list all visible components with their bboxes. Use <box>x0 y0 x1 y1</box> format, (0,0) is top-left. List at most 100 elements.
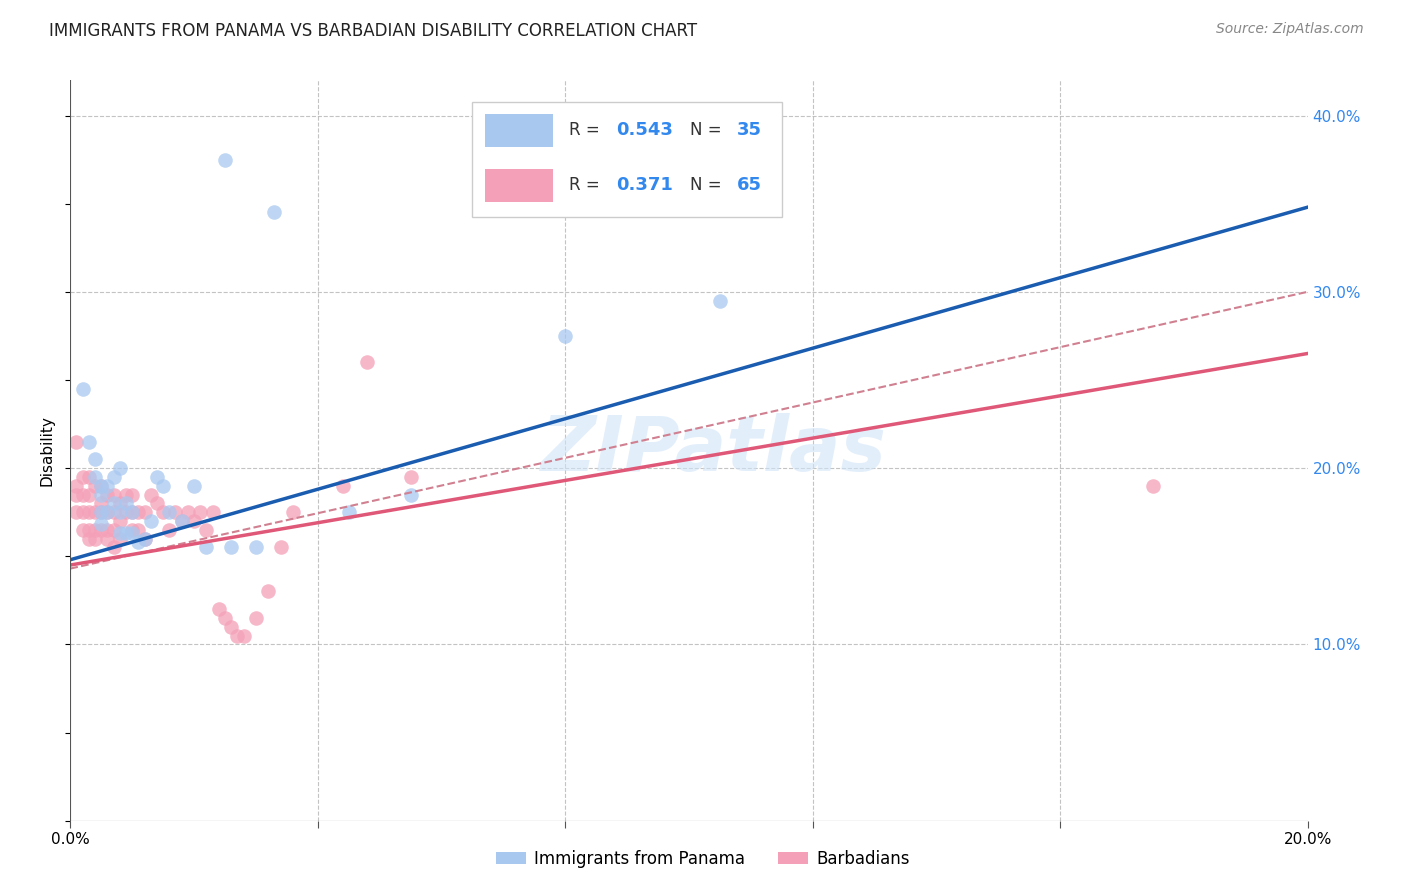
Point <box>96 487 118 501</box>
FancyBboxPatch shape <box>472 103 782 218</box>
Text: N =: N = <box>690 177 727 194</box>
Point <box>77 470 100 484</box>
Point <box>139 487 162 501</box>
Point <box>214 611 236 625</box>
FancyBboxPatch shape <box>485 113 553 147</box>
Point <box>214 153 236 167</box>
Point <box>96 505 118 519</box>
Point <box>72 382 94 396</box>
Point <box>399 470 422 484</box>
Text: 0.371: 0.371 <box>616 177 673 194</box>
Point <box>134 505 156 519</box>
Point <box>263 205 285 219</box>
Point <box>170 514 193 528</box>
Point <box>170 514 193 528</box>
Point <box>65 505 87 519</box>
Point <box>103 523 125 537</box>
Point <box>84 532 107 546</box>
Point <box>108 461 131 475</box>
Point <box>90 479 112 493</box>
Point <box>108 505 131 519</box>
Point <box>103 487 125 501</box>
Point <box>134 532 156 546</box>
Point <box>90 523 112 537</box>
Point <box>245 611 267 625</box>
Point <box>208 602 231 616</box>
Point <box>84 479 107 493</box>
Text: R =: R = <box>569 177 605 194</box>
Point <box>226 628 249 642</box>
Point <box>337 505 360 519</box>
Legend: Immigrants from Panama, Barbadians: Immigrants from Panama, Barbadians <box>489 844 917 875</box>
Point <box>157 523 180 537</box>
Point <box>219 541 242 555</box>
Point <box>103 496 125 510</box>
Point <box>115 496 138 510</box>
Point <box>96 505 118 519</box>
Point <box>115 505 138 519</box>
Point <box>96 532 118 546</box>
Point <box>90 496 112 510</box>
Text: R =: R = <box>569 121 605 139</box>
Point <box>157 505 180 519</box>
Point <box>270 541 292 555</box>
Point <box>127 523 149 537</box>
Point <box>84 452 107 467</box>
Point <box>232 628 254 642</box>
Point <box>152 479 174 493</box>
Point <box>115 487 138 501</box>
Point <box>195 541 218 555</box>
Text: 35: 35 <box>737 121 762 139</box>
Point <box>177 505 200 519</box>
Point <box>77 532 100 546</box>
Point <box>72 470 94 484</box>
Point <box>65 434 87 449</box>
Point <box>103 505 125 519</box>
Y-axis label: Disability: Disability <box>39 415 55 486</box>
Point <box>90 505 112 519</box>
Point <box>554 329 576 343</box>
Point <box>65 487 87 501</box>
Point <box>108 532 131 546</box>
FancyBboxPatch shape <box>485 169 553 202</box>
Point <box>84 505 107 519</box>
Point <box>90 505 112 519</box>
Point <box>127 505 149 519</box>
Text: ZIPatlas: ZIPatlas <box>541 414 887 487</box>
Text: IMMIGRANTS FROM PANAMA VS BARBADIAN DISABILITY CORRELATION CHART: IMMIGRANTS FROM PANAMA VS BARBADIAN DISA… <box>49 22 697 40</box>
Point <box>72 487 94 501</box>
Point <box>121 505 143 519</box>
Point <box>96 479 118 493</box>
Point <box>139 514 162 528</box>
Point <box>72 523 94 537</box>
Text: 65: 65 <box>737 177 762 194</box>
Point <box>146 470 169 484</box>
Text: Source: ZipAtlas.com: Source: ZipAtlas.com <box>1216 22 1364 37</box>
Point <box>201 505 224 519</box>
Point <box>165 505 187 519</box>
Point <box>115 526 138 541</box>
Point <box>399 487 422 501</box>
Point <box>188 505 211 519</box>
Point <box>121 523 143 537</box>
Point <box>183 514 205 528</box>
Point <box>332 479 354 493</box>
Point <box>146 496 169 510</box>
Point <box>134 532 156 546</box>
Point <box>183 479 205 493</box>
Point <box>90 487 112 501</box>
Point <box>103 470 125 484</box>
Point <box>195 523 218 537</box>
Point <box>77 434 100 449</box>
Point <box>121 526 143 541</box>
Point <box>257 584 280 599</box>
Point <box>127 535 149 549</box>
Point <box>103 541 125 555</box>
Point <box>77 487 100 501</box>
Point <box>90 479 112 493</box>
Point <box>1142 479 1164 493</box>
Point <box>96 523 118 537</box>
Point <box>108 526 131 541</box>
Point <box>281 505 304 519</box>
Point <box>121 487 143 501</box>
